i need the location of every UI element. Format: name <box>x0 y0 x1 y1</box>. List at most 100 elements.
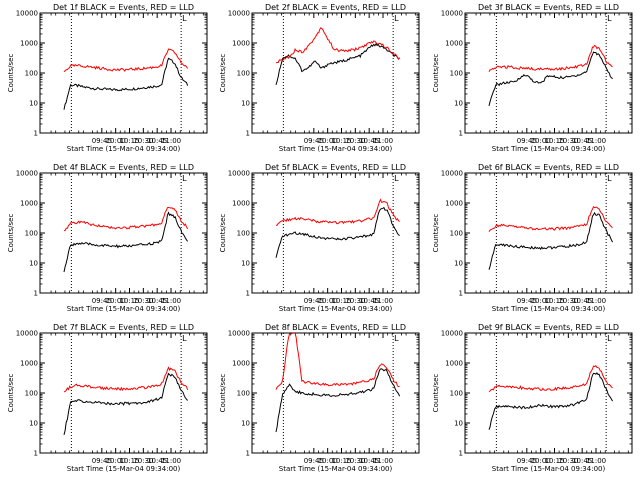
x-tick-label: 11:00 <box>586 297 606 305</box>
y-tick-label: 1 <box>459 450 463 458</box>
y-tick-label: 10 <box>29 420 38 428</box>
x-axis-label: Start Time (15-Mar-04 09:34:00) <box>492 465 606 473</box>
x-tick-label: 10:30 <box>133 297 153 305</box>
series-line-events <box>63 57 189 110</box>
x-tick-label: 10:15 <box>544 297 564 305</box>
y-axis-label: Counts/sec <box>219 214 227 253</box>
y-tick-label: 10 <box>29 260 38 268</box>
y-tick-label: 10 <box>241 100 250 108</box>
x-tick-label: 09:45 <box>517 457 537 465</box>
x-axis-label: Start Time (15-Mar-04 09:34:00) <box>492 145 606 153</box>
x-tick-label: 09:45 <box>517 137 537 145</box>
y-tick-label: 100 <box>25 390 38 398</box>
y-tick-label: 1000 <box>445 360 463 368</box>
y-tick-label: 1 <box>459 130 463 138</box>
y-axis-label: Counts/sec <box>7 214 15 253</box>
x-tick-label: 10:45 <box>359 457 379 465</box>
x-axis-label: Start Time (15-Mar-04 09:34:00) <box>279 465 393 473</box>
y-tick-label: 10 <box>241 420 250 428</box>
panel-title: Det 1f BLACK = Events, RED = LLD <box>53 3 194 12</box>
panel-title: Det 9f BLACK = Events, RED = LLD <box>478 323 619 332</box>
y-tick-label: 1000 <box>20 200 38 208</box>
y-tick-label: 1 <box>246 130 250 138</box>
detector-panel: Det 5f BLACK = Events, RED = LLD 1 10 100 10… <box>219 163 420 313</box>
y-tick-label: 10 <box>29 100 38 108</box>
x-tick-label: 11:00 <box>161 297 181 305</box>
x-tick-label: 11:00 <box>586 137 606 145</box>
y-tick-label: 10000 <box>441 170 463 178</box>
detector-panel: Det 4f BLACK = Events, RED = LLD 1 10 100 10… <box>7 163 208 313</box>
y-tick-label: 10 <box>241 260 250 268</box>
series-line-lld <box>488 365 613 393</box>
x-tick-label: 10:15 <box>331 137 351 145</box>
panel-title: Det 2f BLACK = Events, RED = LLD <box>265 3 406 12</box>
x-axis-label: Start Time (15-Mar-04 09:34:00) <box>279 145 393 153</box>
x-tick-label: 10:45 <box>147 457 167 465</box>
x-tick-label: 10:30 <box>133 457 153 465</box>
y-tick-label: 10 <box>454 420 463 428</box>
detector-panel: Det 3f BLACK = Events, RED = LLD 1 10 100 10… <box>432 3 633 153</box>
x-tick-label: 10:15 <box>331 457 351 465</box>
y-tick-label: 1 <box>34 130 38 138</box>
detector-panel: Det 2f BLACK = Events, RED = LLD 1 10 100 10… <box>219 3 420 153</box>
top-tick-label: L <box>607 334 612 343</box>
plot-frame <box>251 332 420 454</box>
top-tick-label: L <box>607 14 612 23</box>
x-tick-label: 10:00 <box>531 297 551 305</box>
y-tick-label: 10000 <box>441 330 463 338</box>
y-axis-label: Counts/sec <box>432 54 440 93</box>
x-axis-label: Start Time (15-Mar-04 09:34:00) <box>492 305 606 313</box>
top-tick-label: L <box>182 334 187 343</box>
x-tick-label: 10:45 <box>359 137 379 145</box>
x-tick-label: 11:00 <box>161 457 181 465</box>
panel-title: Det 5f BLACK = Events, RED = LLD <box>265 163 406 172</box>
plot-frame <box>39 332 208 454</box>
y-tick-label: 10 <box>454 260 463 268</box>
x-tick-label: 10:00 <box>318 457 338 465</box>
plot-frame <box>464 332 633 454</box>
x-tick-label: 09:45 <box>92 457 112 465</box>
plot-frame <box>464 12 633 134</box>
x-tick-label: 10:30 <box>133 137 153 145</box>
y-tick-label: 10000 <box>16 10 38 18</box>
y-tick-label: 10000 <box>441 10 463 18</box>
x-tick-label: 09:45 <box>92 297 112 305</box>
x-tick-label: 10:00 <box>531 137 551 145</box>
x-tick-label: 10:15 <box>544 137 564 145</box>
x-tick-label: 11:00 <box>373 137 393 145</box>
y-tick-label: 1000 <box>20 40 38 48</box>
series-line-lld <box>276 198 400 226</box>
y-tick-label: 1 <box>246 290 250 298</box>
y-tick-label: 100 <box>237 230 250 238</box>
y-tick-label: 100 <box>237 70 250 78</box>
series-line-lld <box>488 44 613 73</box>
panel-title: Det 8f BLACK = Events, RED = LLD <box>265 323 406 332</box>
x-axis-label: Start Time (15-Mar-04 09:34:00) <box>67 305 181 313</box>
x-tick-label: 10:45 <box>359 297 379 305</box>
y-tick-label: 1000 <box>232 200 250 208</box>
x-tick-label: 10:00 <box>531 457 551 465</box>
y-tick-label: 1000 <box>232 360 250 368</box>
plot-frame <box>251 12 420 134</box>
top-tick-label: L <box>182 174 187 183</box>
y-axis-label: Counts/sec <box>219 54 227 93</box>
y-axis-label: Counts/sec <box>219 374 227 413</box>
x-tick-label: 10:30 <box>558 297 578 305</box>
y-tick-label: 100 <box>25 230 38 238</box>
series-line-events <box>275 42 400 86</box>
top-tick-label: L <box>607 174 612 183</box>
detector-panel: Det 9f BLACK = Events, RED = LLD 1 10 100 10… <box>432 323 633 473</box>
panel-title: Det 3f BLACK = Events, RED = LLD <box>478 3 619 12</box>
x-axis-label: Start Time (15-Mar-04 09:34:00) <box>279 305 393 313</box>
x-tick-label: 11:00 <box>586 457 606 465</box>
x-axis-label: Start Time (15-Mar-04 09:34:00) <box>67 145 181 153</box>
panel-title: Det 6f BLACK = Events, RED = LLD <box>478 163 619 172</box>
y-tick-label: 1000 <box>445 200 463 208</box>
y-axis-label: Counts/sec <box>432 374 440 413</box>
x-tick-label: 10:45 <box>572 137 592 145</box>
x-tick-label: 10:00 <box>318 297 338 305</box>
x-tick-label: 10:30 <box>345 457 365 465</box>
series-line-events <box>63 372 188 436</box>
y-tick-label: 100 <box>237 390 250 398</box>
y-tick-label: 10000 <box>16 330 38 338</box>
